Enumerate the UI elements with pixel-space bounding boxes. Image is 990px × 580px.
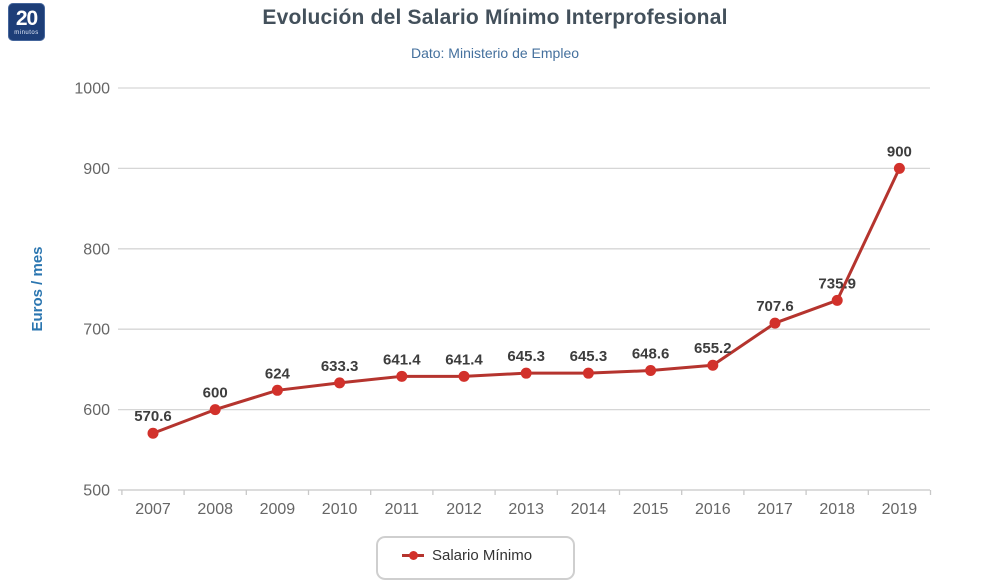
chart-title: Evolución del Salario Mínimo Interprofes… xyxy=(262,6,728,29)
y-axis-tick-label: 700 xyxy=(83,322,110,339)
data-point-marker[interactable] xyxy=(458,370,470,382)
data-point-label: 735.9 xyxy=(818,275,856,292)
data-point-label: 648.6 xyxy=(632,346,670,363)
y-axis-tick-label: 800 xyxy=(83,241,110,258)
x-axis-tick-label: 2010 xyxy=(322,501,358,518)
x-axis-tick-label: 2013 xyxy=(508,501,544,518)
x-axis-tick-label: 2011 xyxy=(385,501,420,518)
y-axis-title: Euros / mes xyxy=(29,246,46,331)
chart-subtitle: Dato: Ministerio de Empleo xyxy=(410,45,580,61)
data-point-label: 624 xyxy=(265,365,291,382)
x-axis-tick-label: 2018 xyxy=(819,501,855,518)
logo-word: minutos xyxy=(14,30,39,36)
logo-20minutos: 20 minutos xyxy=(8,3,45,41)
y-axis-tick-label: 1000 xyxy=(74,81,110,98)
data-point-marker[interactable] xyxy=(396,370,408,382)
data-point-marker[interactable] xyxy=(271,384,283,396)
data-point-marker[interactable] xyxy=(334,377,346,389)
data-point-marker[interactable] xyxy=(582,367,594,379)
y-axis-tick-label: 500 xyxy=(83,483,110,500)
data-point-marker[interactable] xyxy=(831,294,843,306)
x-axis-tick-label: 2008 xyxy=(197,501,233,518)
data-point-marker[interactable] xyxy=(893,162,905,174)
x-axis-tick-label: 2015 xyxy=(633,501,669,518)
chart-svg: 500 600 700 800 900 1000 2007 2008 2009 2010 2011 2… xyxy=(29,81,932,518)
data-point-label: 570.6 xyxy=(134,408,172,425)
x-axis-tick-label: 2017 xyxy=(757,501,793,518)
data-point-label: 655.2 xyxy=(694,340,732,357)
data-point-label: 633.3 xyxy=(321,358,359,375)
data-point-label: 707.6 xyxy=(756,298,794,315)
data-point-marker[interactable] xyxy=(209,404,221,416)
data-point-marker[interactable] xyxy=(769,317,781,329)
x-axis-tick-label: 2016 xyxy=(695,501,731,518)
legend-box[interactable]: Salario Mínimo xyxy=(376,536,575,580)
y-axis-tick-label: 600 xyxy=(83,402,110,419)
data-point-label: 645.3 xyxy=(570,348,608,365)
data-point-label: 641.4 xyxy=(445,351,483,368)
data-point-marker[interactable] xyxy=(147,427,159,439)
data-point-label: 645.3 xyxy=(507,348,545,365)
data-point-marker[interactable] xyxy=(707,359,719,371)
x-axis-tick-label: 2019 xyxy=(882,501,918,518)
data-point-label: 600 xyxy=(203,385,228,402)
x-axis-tick-label: 2012 xyxy=(446,501,482,518)
data-point-label: 900 xyxy=(887,143,912,160)
x-axis-tick-label: 2007 xyxy=(135,501,171,518)
x-axis-tick-label: 2014 xyxy=(571,501,607,518)
logo-number: 20 xyxy=(15,7,38,30)
y-axis-tick-label: 900 xyxy=(83,161,110,178)
data-point-marker[interactable] xyxy=(645,365,657,377)
data-point-marker[interactable] xyxy=(520,367,532,379)
data-point-label: 641.4 xyxy=(383,351,421,368)
x-axis-tick-label: 2009 xyxy=(260,501,296,518)
